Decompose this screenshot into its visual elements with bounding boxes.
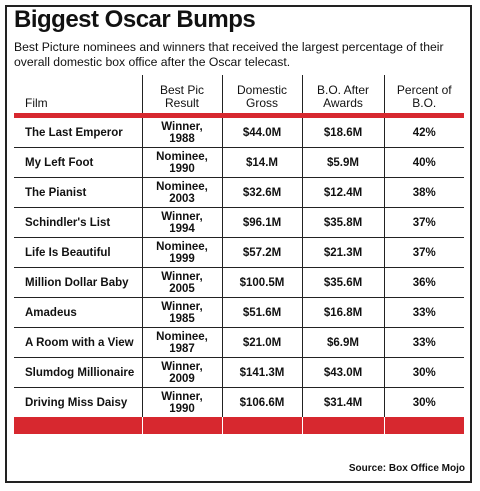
table-row: Amadeus Winner, 1985 $51.6M $16.8M 33%: [14, 297, 464, 328]
percent-cell: 42%: [384, 115, 464, 148]
footer-cell: [222, 417, 303, 434]
page-subtitle: Best Picture nominees and winners that r…: [14, 40, 444, 69]
table-row: Million Dollar Baby Winner, 2005 $100.5M $3…: [14, 267, 464, 298]
gross-cell: $44.0M: [222, 115, 303, 148]
percent-cell: 37%: [384, 207, 464, 238]
footer-bar: [14, 417, 464, 434]
after-awards-cell: $16.8M: [302, 297, 385, 328]
footer-cell: [302, 417, 385, 434]
percent-cell: 40%: [384, 147, 464, 178]
gross-cell: $100.5M: [222, 267, 303, 298]
film-cell: The Pianist: [14, 177, 143, 208]
table-row: The Pianist Nominee, 2003 $32.6M $12.4M 38%: [14, 177, 464, 208]
percent-cell: 38%: [384, 177, 464, 208]
film-cell: Million Dollar Baby: [14, 267, 143, 298]
film-cell: Schindler's List: [14, 207, 143, 238]
result-cell: Winner, 2005: [142, 267, 223, 298]
gross-cell: $141.3M: [222, 357, 303, 388]
film-cell: Amadeus: [14, 297, 143, 328]
column-header-domestic-gross: Domestic Gross: [222, 75, 303, 116]
gross-cell: $106.6M: [222, 387, 303, 417]
after-awards-cell: $6.9M: [302, 327, 385, 358]
gross-cell: $32.6M: [222, 177, 303, 208]
result-cell: Winner, 1990: [142, 387, 223, 417]
column-header-best-pic-result: Best Pic Result: [142, 75, 223, 116]
source-note: Source: Box Office Mojo: [348, 463, 465, 474]
table-row: Driving Miss Daisy Winner, 1990 $106.6M $31…: [14, 387, 464, 417]
result-cell: Nominee, 2003: [142, 177, 223, 208]
result-cell: Winner, 2009: [142, 357, 223, 388]
film-cell: Slumdog Millionaire: [14, 357, 143, 388]
film-cell: The Last Emperor: [14, 115, 143, 148]
result-cell: Winner, 1994: [142, 207, 223, 238]
page-title: Biggest Oscar Bumps: [14, 6, 256, 33]
gross-cell: $21.0M: [222, 327, 303, 358]
column-header-bo-after-awards: B.O. After Awards: [302, 75, 385, 116]
footer-cell: [384, 417, 464, 434]
table-frame: [5, 5, 472, 483]
film-cell: My Left Foot: [14, 147, 143, 178]
header-row: Film Best Pic Result Domestic Gross B.O.…: [14, 75, 464, 116]
result-cell: Nominee, 1999: [142, 237, 223, 268]
table-row: A Room with a View Nominee, 1987 $21.0M $6.…: [14, 327, 464, 358]
result-cell: Nominee, 1990: [142, 147, 223, 178]
film-cell: Life Is Beautiful: [14, 237, 143, 268]
gross-cell: $51.6M: [222, 297, 303, 328]
after-awards-cell: $21.3M: [302, 237, 385, 268]
after-awards-cell: $35.6M: [302, 267, 385, 298]
after-awards-cell: $35.8M: [302, 207, 385, 238]
result-cell: Winner, 1988: [142, 115, 223, 148]
result-cell: Winner, 1985: [142, 297, 223, 328]
table-row: Life Is Beautiful Nominee, 1999 $57.2M $21.…: [14, 237, 464, 268]
after-awards-cell: $43.0M: [302, 357, 385, 388]
after-awards-cell: $12.4M: [302, 177, 385, 208]
table-row: Schindler's List Winner, 1994 $96.1M $35.8M…: [14, 207, 464, 238]
footer-cell: [14, 417, 143, 434]
after-awards-cell: $31.4M: [302, 387, 385, 417]
film-cell: A Room with a View: [14, 327, 143, 358]
result-cell: Nominee, 1987: [142, 327, 223, 358]
column-header-percent-of-bo: Percent of B.O.: [396, 83, 452, 110]
film-cell: Driving Miss Daisy: [14, 387, 143, 417]
after-awards-cell: $18.6M: [302, 115, 385, 148]
table-row: Slumdog Millionaire Winner, 2009 $141.3M $4…: [14, 357, 464, 388]
gross-cell: $96.1M: [222, 207, 303, 238]
footer-cell: [142, 417, 223, 434]
gross-cell: $57.2M: [222, 237, 303, 268]
percent-cell: 30%: [412, 396, 436, 409]
table-row: The Last Emperor Winner, 1988 $44.0M $18.6M…: [14, 115, 464, 148]
data-table: Film Best Pic Result Domestic Gross B.O.…: [14, 75, 464, 434]
percent-cell: 36%: [384, 267, 464, 298]
percent-cell: 30%: [384, 357, 464, 388]
after-awards-cell: $5.9M: [302, 147, 385, 178]
percent-cell: 37%: [384, 237, 464, 268]
percent-cell: 33%: [384, 297, 464, 328]
column-header-film: Film: [14, 75, 143, 116]
gross-cell: $14.M: [222, 147, 303, 178]
percent-cell: 33%: [384, 327, 464, 358]
table-row: My Left Foot Nominee, 1990 $14.M $5.9M 40%: [14, 147, 464, 178]
